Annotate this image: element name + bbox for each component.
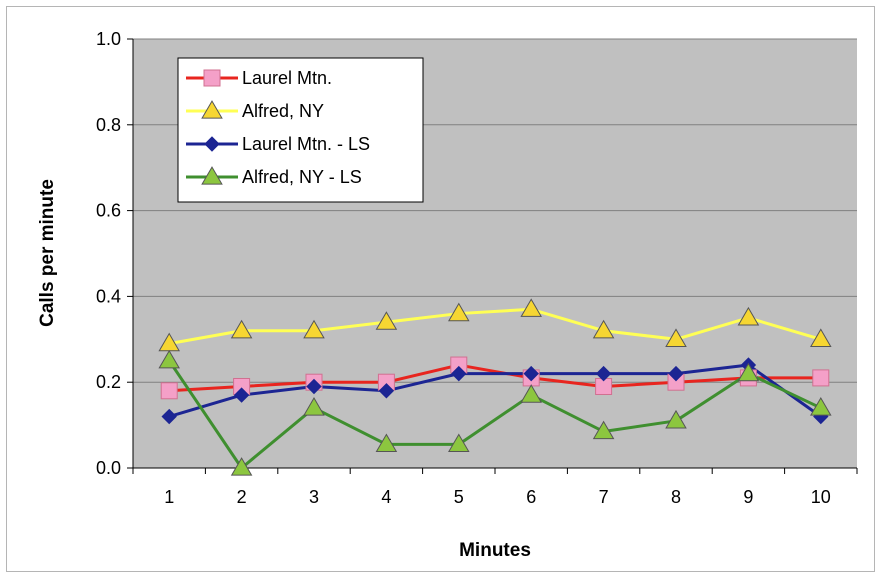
data-point-triangle bbox=[448, 302, 470, 322]
legend: Laurel Mtn. Alfred, NY Laurel Mtn. - LS Alf… bbox=[177, 57, 424, 203]
data-point-triangle bbox=[665, 328, 687, 347]
legend-label: Alfred, NY - LS bbox=[242, 167, 362, 187]
series-markers bbox=[158, 298, 832, 476]
data-point-triangle bbox=[810, 328, 832, 347]
legend-label: Laurel Mtn. bbox=[242, 68, 332, 88]
data-point-diamond bbox=[204, 136, 220, 152]
data-point-square bbox=[812, 369, 830, 387]
x-tick-label: 7 bbox=[599, 487, 609, 507]
data-point-triangle bbox=[303, 319, 325, 339]
x-axis-title: Minutes bbox=[459, 540, 531, 561]
x-tick-label: 10 bbox=[811, 487, 831, 507]
data-point-triangle bbox=[737, 306, 760, 326]
y-axis-title: Calls per minute bbox=[37, 179, 58, 327]
x-tick-labels: 1 2 3 4 5 6 7 8 9 10 bbox=[132, 468, 858, 507]
data-point-diamond bbox=[523, 365, 539, 382]
data-point-diamond bbox=[306, 378, 322, 395]
y-tick-label: 0.6 bbox=[96, 201, 121, 221]
y-tick-label: 0.4 bbox=[96, 286, 121, 306]
x-tick-label: 2 bbox=[237, 487, 247, 507]
series-line-1 bbox=[169, 363, 821, 393]
x-tick-label: 8 bbox=[671, 487, 681, 507]
data-point-triangle bbox=[230, 457, 253, 476]
data-point-square bbox=[203, 69, 221, 87]
y-tick-label: 0.2 bbox=[96, 372, 121, 392]
y-tick-label: 0.8 bbox=[96, 115, 121, 135]
series-lines bbox=[167, 307, 822, 470]
data-point-triangle bbox=[592, 319, 615, 339]
x-tick-label: 9 bbox=[743, 487, 753, 507]
series-line-3 bbox=[168, 363, 822, 418]
data-point-diamond bbox=[378, 383, 395, 399]
x-tick-label: 3 bbox=[309, 487, 319, 507]
y-tick-label: 1.0 bbox=[96, 29, 121, 49]
data-point-triangle bbox=[158, 349, 180, 369]
data-point-triangle bbox=[303, 397, 325, 416]
x-tick-label: 1 bbox=[164, 487, 174, 507]
x-tick-label: 5 bbox=[454, 487, 464, 507]
legend-label: Alfred, NY bbox=[242, 101, 324, 121]
data-point-diamond bbox=[161, 408, 177, 425]
data-point-triangle bbox=[448, 433, 470, 453]
gridlines bbox=[133, 38, 857, 383]
legend-label: Laurel Mtn. - LS bbox=[242, 134, 370, 154]
x-tick-label: 6 bbox=[526, 487, 536, 507]
data-point-diamond bbox=[233, 387, 250, 403]
x-tick-label: 4 bbox=[381, 487, 391, 507]
data-point-triangle bbox=[375, 433, 398, 453]
data-point-triangle bbox=[201, 166, 223, 185]
data-point-triangle bbox=[810, 397, 832, 416]
data-point-diamond bbox=[595, 365, 612, 382]
data-point-triangle bbox=[201, 100, 223, 119]
data-point-square bbox=[160, 382, 178, 400]
data-point-triangle bbox=[375, 311, 398, 330]
y-tick-labels: 0.0 0.2 0.4 0.6 0.8 1.0 bbox=[96, 29, 133, 478]
data-point-triangle bbox=[230, 319, 253, 339]
data-point-triangle bbox=[520, 298, 542, 317]
data-point-triangle bbox=[665, 409, 687, 429]
data-point-diamond bbox=[668, 365, 684, 382]
data-point-diamond bbox=[451, 365, 467, 382]
data-point-triangle bbox=[592, 420, 615, 440]
series-line-4 bbox=[167, 359, 822, 470]
series-line-2 bbox=[168, 307, 822, 346]
y-tick-label: 0.0 bbox=[96, 458, 121, 478]
data-point-triangle bbox=[520, 384, 542, 403]
data-point-triangle bbox=[737, 362, 760, 382]
